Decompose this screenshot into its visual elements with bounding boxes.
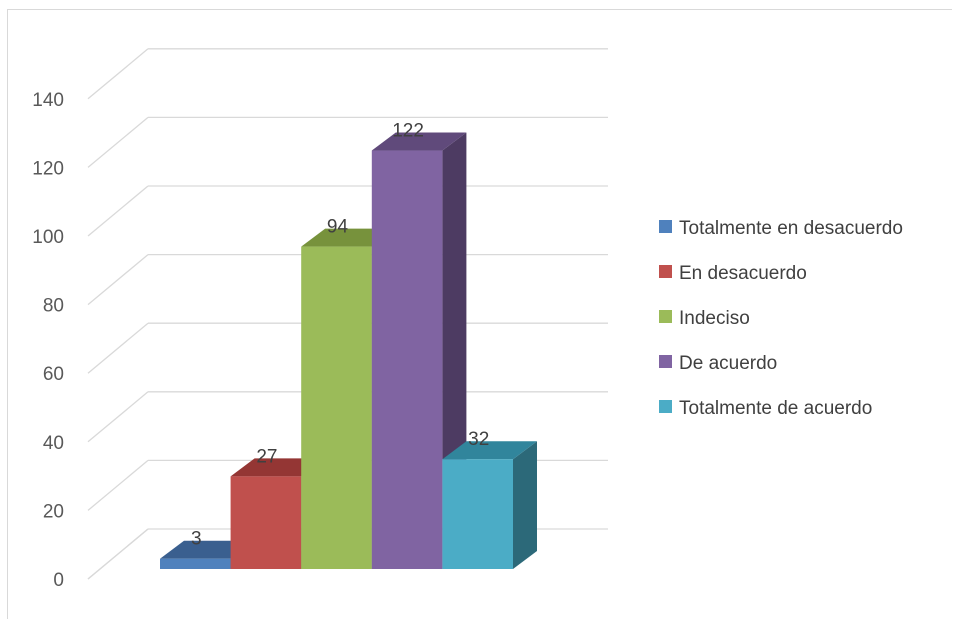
gridline-diagonal <box>87 459 149 511</box>
bar-top <box>442 441 537 460</box>
gridline-diagonal <box>87 48 149 100</box>
y-tick-label: 60 <box>43 364 64 385</box>
bar-side <box>513 441 537 569</box>
legend-swatch <box>659 400 672 413</box>
gridline-diagonal <box>87 185 149 237</box>
y-tick-label: 20 <box>43 501 64 522</box>
legend-item: En desacuerdo <box>659 263 807 284</box>
bar-front <box>371 150 443 570</box>
bar-top <box>371 132 467 151</box>
bars <box>160 132 537 570</box>
legend-label: Indeciso <box>679 308 750 329</box>
legend-label: Totalmente de acuerdo <box>679 398 872 419</box>
data-label: 32 <box>468 429 489 450</box>
bar-front <box>230 476 302 569</box>
legend-label: En desacuerdo <box>679 263 807 284</box>
legend-swatch <box>659 265 672 278</box>
bar-front <box>442 459 513 569</box>
legend: Totalmente en desacuerdo En desacuerdo Ind… <box>659 218 903 419</box>
legend-item: Totalmente de acuerdo <box>659 398 872 419</box>
bar-front <box>301 246 372 569</box>
legend-swatch <box>659 220 672 233</box>
y-tick-label: 140 <box>32 90 64 111</box>
data-label: 27 <box>256 446 277 467</box>
bar-front <box>160 558 231 569</box>
chart-frame <box>7 9 952 619</box>
legend-swatch <box>659 310 672 323</box>
legend-label: Totalmente en desacuerdo <box>679 218 903 239</box>
gridline-diagonal <box>87 116 149 168</box>
y-tick-label: 120 <box>32 158 64 179</box>
y-axis-ticks: 0 20 40 60 80 100 120 140 <box>32 90 64 591</box>
legend-item: De acuerdo <box>659 353 777 374</box>
gridline-diagonal <box>87 322 149 374</box>
y-tick-label: 0 <box>53 570 64 591</box>
y-tick-label: 80 <box>43 296 64 317</box>
data-label: 3 <box>191 529 202 550</box>
gridline-diagonal <box>87 254 149 306</box>
bar <box>442 441 537 569</box>
gridline-diagonal <box>87 528 149 580</box>
data-label: 94 <box>327 217 349 238</box>
gridline-diagonal <box>87 391 149 443</box>
legend-item: Totalmente en desacuerdo <box>659 218 903 239</box>
data-labels: 3 27 94 122 32 <box>191 121 489 550</box>
legend-swatch <box>659 355 672 368</box>
y-tick-label: 100 <box>32 227 64 248</box>
legend-label: De acuerdo <box>679 353 777 374</box>
data-label: 122 <box>392 121 424 142</box>
legend-item: Indeciso <box>659 308 750 329</box>
y-tick-label: 40 <box>43 433 64 454</box>
